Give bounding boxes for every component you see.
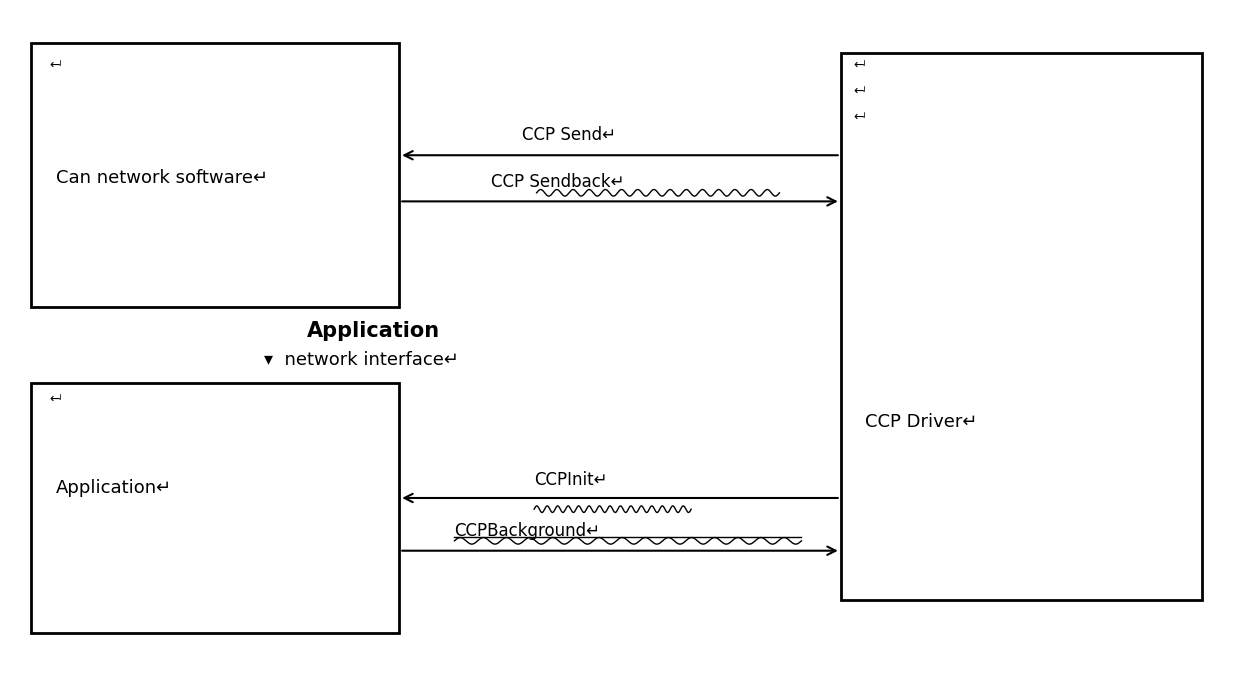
FancyBboxPatch shape (31, 43, 399, 307)
Text: ←ʲ: ←ʲ (50, 59, 62, 71)
Text: CCPBackground↵: CCPBackground↵ (455, 522, 600, 540)
Text: ←ʲ: ←ʲ (50, 392, 62, 406)
Text: CCP Send↵: CCP Send↵ (522, 127, 616, 145)
Text: Can network software↵: Can network software↵ (56, 170, 268, 187)
Text: CCPInit↵: CCPInit↵ (534, 470, 608, 489)
Text: Application↵: Application↵ (56, 479, 172, 497)
Text: CCP Sendback↵: CCP Sendback↵ (491, 172, 625, 190)
Text: ▾  network interface↵: ▾ network interface↵ (264, 351, 460, 369)
Text: CCP Driver↵: CCP Driver↵ (866, 413, 977, 431)
Text: ←ʲ: ←ʲ (853, 59, 866, 71)
FancyBboxPatch shape (31, 383, 399, 633)
FancyBboxPatch shape (841, 53, 1203, 600)
Text: Application: Application (308, 321, 440, 341)
Text: ←ʲ: ←ʲ (853, 111, 866, 124)
Text: ←ʲ: ←ʲ (853, 85, 866, 98)
